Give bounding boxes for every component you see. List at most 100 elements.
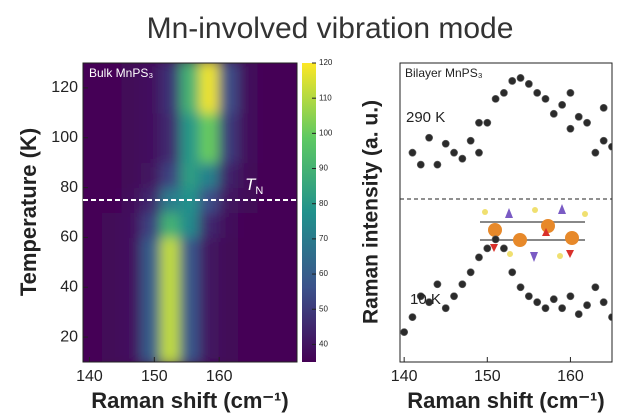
heatmap-cell <box>238 162 259 189</box>
heatmap-cell <box>179 212 201 238</box>
heatmap-cell <box>83 286 103 313</box>
heatmap-cell <box>199 162 220 189</box>
data-point <box>558 100 567 109</box>
heatmap-cell <box>257 212 279 238</box>
heatmap-cell <box>83 137 103 164</box>
heatmap-cell <box>140 261 162 288</box>
heatmap-cell <box>179 336 201 362</box>
heatmap-cell <box>121 236 142 263</box>
heatmap-cell <box>179 286 201 313</box>
heatmap-cell <box>257 63 279 89</box>
colorbar-tick-label: 80 <box>319 199 328 208</box>
data-point <box>400 328 409 336</box>
heatmap-cell <box>101 311 123 338</box>
panel-label: Bulk MnPS₃ <box>89 66 153 80</box>
heatmap-cell <box>257 261 279 288</box>
heatmap-cell <box>140 286 162 313</box>
bilayer-plot <box>400 74 612 336</box>
data-point <box>549 295 558 304</box>
x-tick-label: 140 <box>391 368 418 385</box>
heatmap-cell <box>83 212 103 238</box>
heatmap-cell <box>83 63 103 89</box>
x-tick-label: 160 <box>206 368 233 385</box>
data-point <box>408 313 417 322</box>
series-label: 10 K <box>410 291 441 308</box>
heatmap-cell <box>257 87 279 114</box>
heatmap-cell <box>83 311 103 338</box>
heatmap-cell <box>83 112 103 139</box>
heatmap-cell <box>199 336 220 362</box>
data-point <box>441 304 450 313</box>
data-point <box>475 148 483 157</box>
heatmap-cell <box>277 261 297 288</box>
heatmap-cell <box>140 112 162 139</box>
heatmap-cell <box>199 187 220 213</box>
data-point <box>508 268 517 277</box>
y-tick-label: 20 <box>60 328 78 345</box>
data-point <box>541 304 550 313</box>
heatmap-cell <box>257 112 279 139</box>
heatmap-cell <box>199 137 220 164</box>
heatmap-cell <box>277 311 297 338</box>
heatmap-cell <box>160 212 181 238</box>
data-point <box>441 139 450 148</box>
data-point <box>458 280 467 289</box>
heatmap-cell <box>277 212 297 238</box>
data-point <box>475 118 483 127</box>
plot-frame <box>399 62 613 363</box>
data-point <box>450 292 458 301</box>
heatmap-cell <box>101 162 123 189</box>
data-point <box>599 298 608 307</box>
data-point <box>608 142 612 151</box>
heatmap-cell <box>101 112 123 139</box>
data-point <box>574 112 583 121</box>
heatmap-cell <box>83 87 103 114</box>
heatmap-cell <box>257 137 279 164</box>
heatmap-cell <box>277 63 297 89</box>
data-point <box>599 136 608 145</box>
heatmap-cell <box>238 286 259 313</box>
heatmap-cell <box>218 137 240 164</box>
heatmap-cell <box>238 187 259 213</box>
heatmap-cell <box>101 137 123 164</box>
series-label: 290 K <box>406 109 445 126</box>
heatmap-cell <box>238 137 259 164</box>
heatmap-cell <box>257 236 279 263</box>
heatmap-cell <box>277 112 297 139</box>
data-point <box>541 94 550 103</box>
data-point <box>533 298 542 307</box>
y-tick-label: 40 <box>60 278 78 295</box>
heatmap-cell <box>238 311 259 338</box>
heatmap-cell <box>160 112 181 139</box>
heatmap-cell <box>199 112 220 139</box>
data-point <box>516 283 525 292</box>
heatmap-cell <box>140 63 162 89</box>
figure-title: Mn-involved vibration mode <box>147 12 514 45</box>
colorbar-tick-label: 40 <box>319 340 328 349</box>
colorbar-tick-label: 70 <box>319 234 328 243</box>
heatmap-cell <box>160 187 181 213</box>
data-point <box>524 292 533 301</box>
colorbar-tick-label: 90 <box>319 164 328 173</box>
colorbar-tick-label: 120 <box>319 58 333 67</box>
heatmap-cell <box>101 63 123 89</box>
data-point <box>574 310 583 319</box>
y-tick-label: 80 <box>60 179 78 196</box>
heatmap-cell <box>218 311 240 338</box>
heatmap-cell <box>179 137 201 164</box>
heatmap-cell <box>179 261 201 288</box>
x-axis-title: Raman shift (cm⁻¹) <box>407 388 604 413</box>
colorbar <box>302 63 316 362</box>
heatmap-cell <box>121 311 142 338</box>
heatmap-cell <box>218 286 240 313</box>
heatmap-cell <box>218 336 240 362</box>
data-point <box>608 313 612 322</box>
heatmap-cell <box>199 261 220 288</box>
heatmap-cell <box>238 112 259 139</box>
x-tick-label: 140 <box>76 368 103 385</box>
heatmap-cell <box>218 63 240 89</box>
heatmap-cell <box>101 286 123 313</box>
heatmap-cell <box>199 63 220 89</box>
y-tick-label: 120 <box>51 79 78 96</box>
